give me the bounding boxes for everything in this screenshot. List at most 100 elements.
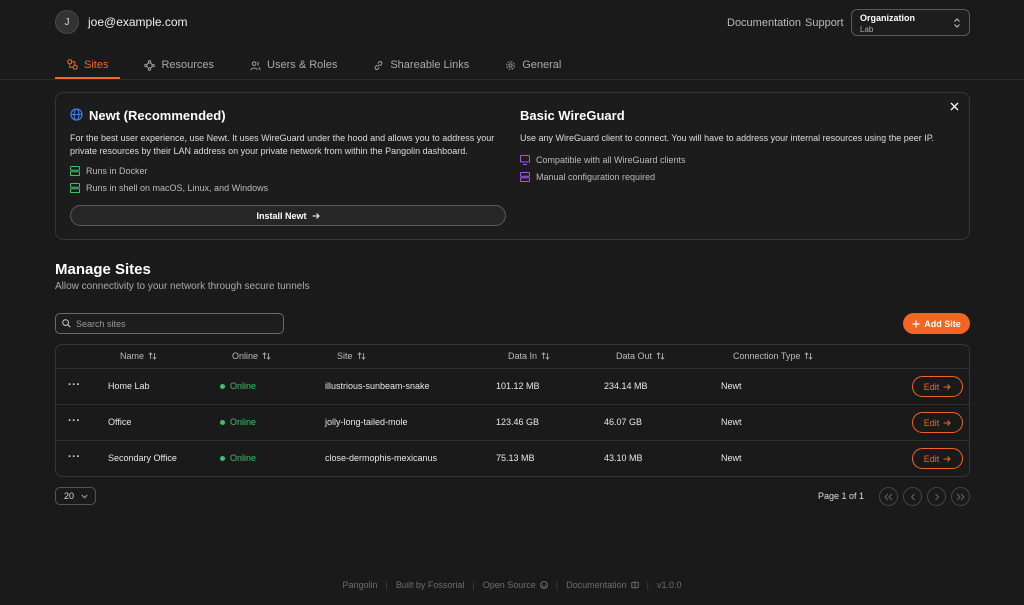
chevrons-right-icon: [956, 493, 965, 500]
tab-users-roles[interactable]: Users & Roles: [238, 52, 349, 78]
avatar[interactable]: J: [55, 10, 79, 34]
search-icon: [62, 319, 71, 328]
tab-label: General: [522, 59, 562, 71]
sort-icon: [804, 352, 813, 360]
tab-resources[interactable]: Resources: [132, 52, 226, 78]
data-out: 43.10 MB: [604, 453, 643, 463]
edit-button[interactable]: Edit: [912, 448, 963, 469]
table-row: ··· Secondary Office Online close-dermop…: [56, 441, 969, 476]
tab-shareable-links[interactable]: Shareable Links: [361, 52, 481, 78]
org-select-label: Organization: [860, 13, 916, 23]
first-page-button[interactable]: [879, 487, 898, 506]
monitor-icon: [520, 155, 530, 165]
data-out: 46.07 GB: [604, 417, 643, 427]
user-email[interactable]: joe@example.com: [88, 15, 188, 29]
status-dot: [220, 383, 225, 389]
chevron-left-icon: [910, 493, 915, 500]
sort-icon: [148, 352, 157, 360]
close-icon[interactable]: [950, 102, 959, 111]
column-header-data-out[interactable]: Data Out: [616, 351, 665, 361]
feature-label: Runs in Docker: [86, 166, 148, 176]
plus-icon: [912, 320, 920, 327]
chevrons-up-down-icon: [954, 18, 960, 28]
search-box: [55, 313, 284, 334]
column-header-name[interactable]: Name: [120, 351, 157, 361]
newt-title: Newt (Recommended): [89, 108, 226, 123]
chevron-down-icon: [81, 494, 88, 499]
organization-select[interactable]: Organization Lab: [851, 9, 970, 36]
footer-divider: |: [646, 580, 649, 590]
footer: Pangolin | Built by Fossorial | Open Sou…: [0, 580, 1024, 590]
site-identifier: illustrious-sunbeam-snake: [325, 381, 430, 391]
arrow-right-icon: [943, 383, 951, 390]
tab-general[interactable]: General: [493, 52, 573, 78]
globe-icon: [70, 108, 83, 121]
previous-page-button[interactable]: [903, 487, 922, 506]
support-link[interactable]: Support: [805, 17, 844, 29]
install-newt-button[interactable]: Install Newt: [70, 205, 506, 226]
tab-sites[interactable]: Sites: [55, 52, 121, 79]
chevrons-left-icon: [884, 493, 893, 500]
feature-label: Compatible with all WireGuard clients: [536, 155, 686, 165]
site-name: Home Lab: [108, 381, 150, 391]
column-header-online[interactable]: Online: [232, 351, 271, 361]
data-in: 75.13 MB: [496, 453, 535, 463]
link-icon: [374, 60, 383, 70]
waypoints-icon: [144, 59, 156, 71]
data-in: 101.12 MB: [496, 381, 540, 391]
edit-button[interactable]: Edit: [912, 376, 963, 397]
row-actions-menu[interactable]: ···: [68, 451, 81, 463]
edit-button[interactable]: Edit: [912, 412, 963, 433]
page-info: Page 1 of 1: [818, 491, 865, 501]
row-actions-menu[interactable]: ···: [68, 415, 81, 427]
site-name: Office: [108, 417, 132, 427]
main-tabs: Sites Resources Users & Roles Shareable …: [55, 52, 585, 80]
tab-label: Sites: [84, 58, 109, 71]
feature-label: Runs in shell on macOS, Linux, and Windo…: [86, 183, 269, 193]
tab-label: Shareable Links: [390, 59, 470, 71]
install-newt-label: Install Newt: [256, 210, 307, 221]
status-dot: [220, 455, 225, 461]
page-size-select[interactable]: 20: [55, 487, 96, 505]
sort-icon: [541, 352, 550, 360]
column-header-site[interactable]: Site: [337, 351, 366, 361]
sort-icon: [656, 352, 665, 360]
table-header: Name Online Site Data In Data Out Connec…: [56, 345, 969, 369]
wireguard-description: Use any WireGuard client to connect. You…: [520, 133, 935, 143]
next-page-button[interactable]: [927, 487, 946, 506]
page-title: Manage Sites: [55, 261, 151, 278]
data-in: 123.46 GB: [496, 417, 540, 427]
newt-feature: Runs in Docker: [70, 166, 148, 176]
feature-label: Manual configuration required: [536, 172, 656, 182]
sort-icon: [262, 352, 271, 360]
arrow-right-icon: [943, 455, 951, 462]
footer-open-source-link[interactable]: Open Source: [483, 580, 548, 590]
footer-version: v1.0.0: [657, 580, 682, 590]
server-icon: [520, 172, 530, 182]
chevron-right-icon: [934, 493, 939, 500]
online-status: Online: [220, 381, 256, 391]
sites-table: Name Online Site Data In Data Out Connec…: [55, 344, 970, 477]
column-header-connection-type[interactable]: Connection Type: [733, 351, 813, 361]
table-row: ··· Office Online jolly-long-tailed-mole…: [56, 405, 969, 441]
add-site-button[interactable]: Add Site: [903, 313, 970, 334]
gear-icon: [506, 60, 516, 70]
sort-icon: [356, 352, 366, 360]
online-status: Online: [220, 417, 256, 427]
server-icon: [70, 183, 80, 193]
footer-built-by-link[interactable]: Built by Fossorial: [395, 580, 465, 590]
wireguard-feature: Manual configuration required: [520, 172, 655, 182]
row-actions-menu[interactable]: ···: [68, 379, 81, 391]
connection-type: Newt: [721, 453, 742, 463]
search-input[interactable]: [76, 316, 276, 331]
footer-documentation-link[interactable]: Documentation: [566, 580, 639, 590]
site-identifier: jolly-long-tailed-mole: [325, 417, 408, 427]
last-page-button[interactable]: [951, 487, 970, 506]
connection-info-card: Newt (Recommended) For the best user exp…: [55, 92, 970, 240]
add-site-label: Add Site: [924, 318, 961, 329]
column-header-data-in[interactable]: Data In: [508, 351, 550, 361]
wireguard-title: Basic WireGuard: [520, 108, 625, 123]
tab-label: Resources: [161, 59, 215, 71]
documentation-link[interactable]: Documentation: [727, 17, 801, 29]
tab-label: Users & Roles: [267, 59, 338, 71]
